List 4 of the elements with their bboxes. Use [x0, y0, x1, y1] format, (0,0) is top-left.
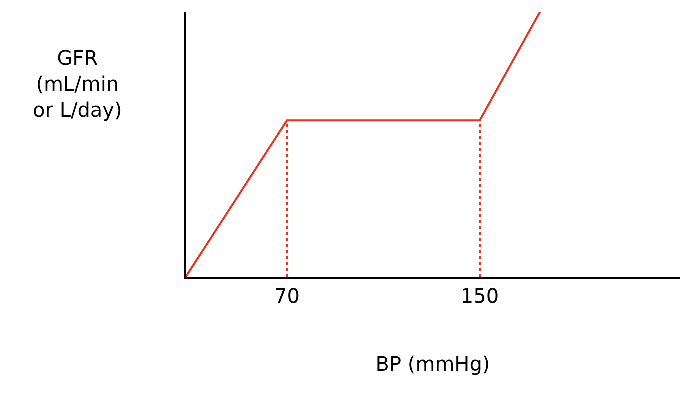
y-axis-title: GFR (mL/min or L/day) [33, 46, 122, 122]
x-tick-label: 70 [274, 284, 300, 308]
x-axis-title: BP (mmHg) [376, 352, 490, 376]
x-tick-label: 150 [460, 284, 500, 308]
